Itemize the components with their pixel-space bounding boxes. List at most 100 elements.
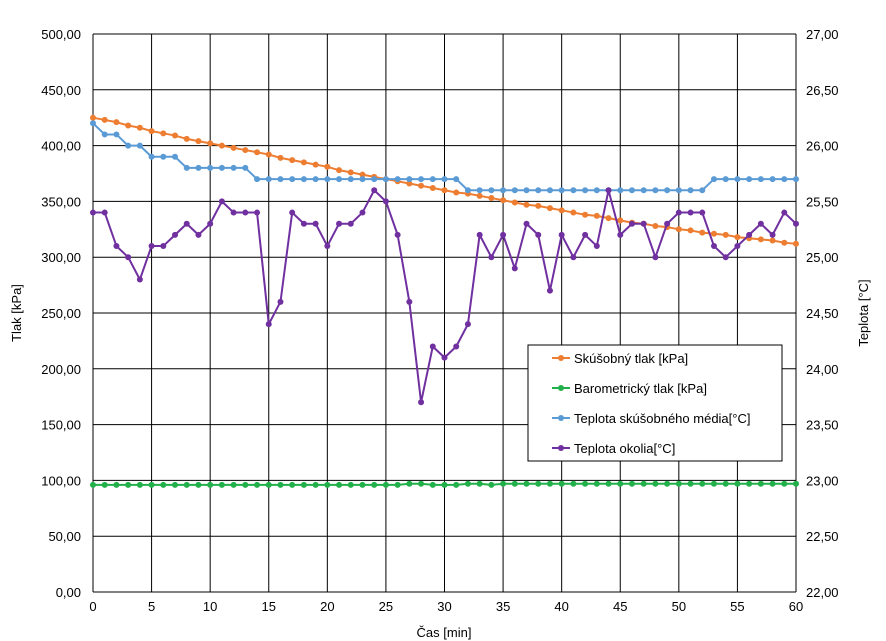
- data-point: [324, 481, 331, 488]
- data-point: [136, 124, 143, 131]
- legend-item: Teplota skúšobného média[°C]: [552, 411, 750, 426]
- data-point: [418, 176, 425, 183]
- data-point: [476, 480, 483, 487]
- legend-swatch-marker: [558, 385, 564, 391]
- data-point: [195, 164, 202, 171]
- data-point: [617, 217, 624, 224]
- data-point: [605, 480, 612, 487]
- data-point: [242, 147, 249, 154]
- right-tick-label: 22,50: [806, 529, 839, 544]
- series-layer: [90, 114, 799, 488]
- data-point: [710, 243, 717, 250]
- data-point: [195, 481, 202, 488]
- data-point: [148, 153, 155, 160]
- data-point: [734, 176, 741, 183]
- data-point: [125, 122, 132, 129]
- data-point: [242, 209, 249, 216]
- data-point: [125, 481, 132, 488]
- data-point: [101, 209, 108, 216]
- left-tick-label: 500,00: [41, 27, 81, 42]
- data-point: [90, 120, 96, 127]
- data-point: [300, 159, 307, 166]
- data-point: [406, 180, 413, 187]
- data-point: [652, 187, 659, 194]
- data-point: [722, 231, 729, 238]
- data-point: [148, 243, 155, 250]
- data-point: [652, 254, 659, 261]
- data-point: [511, 187, 518, 194]
- data-point: [207, 164, 214, 171]
- data-point: [511, 199, 518, 206]
- data-point: [687, 227, 694, 234]
- legend-swatch-marker: [558, 355, 564, 361]
- data-point: [523, 220, 530, 227]
- data-point: [593, 480, 600, 487]
- grid-lines: [92, 33, 797, 593]
- data-point: [640, 220, 647, 227]
- data-point: [207, 220, 214, 227]
- data-point: [793, 220, 799, 227]
- data-point: [582, 231, 589, 238]
- data-point: [101, 481, 108, 488]
- data-point: [488, 481, 495, 488]
- data-point: [359, 481, 366, 488]
- data-point: [476, 192, 483, 199]
- data-point: [640, 187, 647, 194]
- data-point: [359, 171, 366, 178]
- data-point: [793, 240, 799, 247]
- data-point: [160, 243, 167, 250]
- data-point: [101, 131, 108, 138]
- data-point: [336, 167, 343, 174]
- data-point: [628, 220, 635, 227]
- data-point: [125, 142, 132, 149]
- data-point: [183, 164, 190, 171]
- data-point: [488, 195, 495, 202]
- data-point: [593, 243, 600, 250]
- data-point: [277, 481, 284, 488]
- data-point: [605, 187, 612, 194]
- data-point: [593, 187, 600, 194]
- data-point: [441, 187, 448, 194]
- data-point: [148, 481, 155, 488]
- x-tick-label: 15: [262, 599, 276, 614]
- data-point: [558, 480, 565, 487]
- data-point: [546, 187, 553, 194]
- data-point: [230, 144, 237, 151]
- data-point: [429, 481, 436, 488]
- data-point: [90, 481, 96, 488]
- data-point: [453, 481, 460, 488]
- series-Teplota skúšobného média[°C]: [90, 120, 799, 194]
- data-point: [195, 231, 202, 238]
- legend: Skúšobný tlak [kPa] Barometrický tlak [kP…: [527, 344, 783, 462]
- data-point: [324, 176, 331, 183]
- data-point: [453, 176, 460, 183]
- data-point: [359, 209, 366, 216]
- data-point: [312, 161, 319, 168]
- data-point: [582, 187, 589, 194]
- x-tick-label: 5: [148, 599, 155, 614]
- data-point: [605, 215, 612, 222]
- data-point: [312, 481, 319, 488]
- data-point: [453, 343, 460, 350]
- data-point: [710, 480, 717, 487]
- data-point: [254, 176, 261, 183]
- data-point: [687, 209, 694, 216]
- data-point: [652, 480, 659, 487]
- data-point: [382, 481, 389, 488]
- data-point: [535, 480, 542, 487]
- data-point: [90, 114, 96, 121]
- data-point: [652, 222, 659, 229]
- right-tick-label: 24,00: [806, 362, 839, 377]
- data-point: [523, 480, 530, 487]
- data-point: [769, 237, 776, 244]
- data-point: [371, 176, 378, 183]
- data-point: [90, 209, 96, 216]
- data-point: [218, 198, 225, 205]
- data-point: [183, 135, 190, 142]
- data-point: [675, 480, 682, 487]
- data-point: [136, 481, 143, 488]
- data-point: [781, 209, 788, 216]
- data-point: [406, 298, 413, 305]
- left-tick-label: 350,00: [41, 194, 81, 209]
- data-point: [289, 157, 296, 164]
